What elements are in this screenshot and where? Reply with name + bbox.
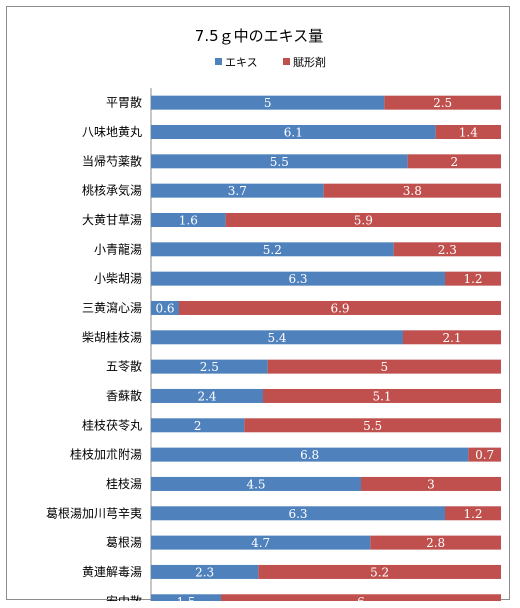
data-label: 5.2 bbox=[263, 243, 282, 257]
bar-excipient bbox=[263, 388, 501, 403]
data-label: 3.7 bbox=[228, 184, 247, 198]
data-label: 4.5 bbox=[246, 477, 265, 491]
category-label: 桂枝湯 bbox=[106, 476, 142, 491]
category-label: 葛根湯加川芎辛夷 bbox=[46, 505, 142, 520]
data-label: 1.6 bbox=[179, 213, 198, 227]
data-label: 6 bbox=[357, 595, 365, 601]
data-label: 5.1 bbox=[372, 389, 391, 403]
bar-extract bbox=[151, 300, 179, 315]
legend: エキス 賦形剤 bbox=[215, 55, 326, 69]
category-label: 桂枝茯苓丸 bbox=[82, 417, 142, 432]
bar-extract bbox=[151, 388, 263, 403]
category-label: 小青龍湯 bbox=[94, 241, 142, 256]
bar-excipient bbox=[361, 476, 501, 491]
data-label: 1.4 bbox=[459, 125, 478, 139]
data-label: 0.6 bbox=[155, 301, 174, 315]
bar-extract bbox=[151, 564, 259, 579]
data-label: 5.5 bbox=[363, 419, 382, 433]
bar-excipient bbox=[244, 418, 502, 433]
bar-excipient bbox=[258, 564, 501, 579]
bar-extract bbox=[151, 476, 361, 491]
data-label: 1.2 bbox=[463, 507, 482, 521]
bar-excipient bbox=[468, 447, 501, 462]
bar-extract bbox=[151, 330, 403, 345]
data-label: 5.9 bbox=[354, 213, 373, 227]
data-label: 6.3 bbox=[288, 272, 307, 286]
bar-extract bbox=[151, 183, 324, 198]
data-label: 2.1 bbox=[442, 331, 461, 345]
category-label: 桃核承気湯 bbox=[82, 183, 142, 198]
data-label: 5.4 bbox=[267, 331, 286, 345]
category-label: 平胃散 bbox=[106, 95, 142, 110]
bar-excipient bbox=[407, 154, 501, 169]
bar-excipient bbox=[403, 330, 501, 345]
data-label: 1.2 bbox=[463, 272, 482, 286]
bar-extract bbox=[151, 418, 245, 433]
bar-excipient bbox=[445, 506, 501, 521]
data-label: 6.8 bbox=[300, 448, 319, 462]
category-label: 葛根湯 bbox=[106, 536, 142, 550]
category-label: 小柴胡湯 bbox=[94, 272, 142, 286]
legend-label-1: エキス bbox=[225, 56, 258, 69]
data-label: 5 bbox=[381, 360, 389, 374]
data-label: 2.4 bbox=[197, 389, 216, 403]
bar-excipient bbox=[323, 183, 501, 198]
bar-excipient bbox=[370, 535, 501, 550]
category-label: 五苓散 bbox=[106, 359, 142, 374]
data-label: 5 bbox=[264, 96, 272, 110]
bar-excipient bbox=[384, 95, 501, 110]
data-label: 6.1 bbox=[284, 125, 303, 139]
data-label: 2.5 bbox=[200, 360, 219, 374]
data-label: 2.5 bbox=[433, 96, 452, 110]
bar-extract bbox=[151, 359, 268, 374]
data-label: 6.9 bbox=[330, 301, 349, 315]
legend-swatch-1 bbox=[215, 58, 222, 65]
category-label: 桂枝加朮附湯 bbox=[70, 447, 142, 462]
bar-extract bbox=[151, 506, 445, 521]
bar-excipient bbox=[225, 212, 501, 227]
chart-svg: 7.5ｇ中のエキス量 エキス 賦形剤 平胃散 5 2.5 八味地黄丸 6.1 1.4 当帰芍薬… bbox=[46, 27, 502, 601]
bar-excipient bbox=[445, 271, 501, 286]
category-label: 黄連解毒湯 bbox=[82, 565, 142, 579]
bar-excipient bbox=[221, 594, 501, 601]
category-label: 柴胡桂枝湯 bbox=[82, 329, 142, 344]
category-label: 三黄瀉心湯 bbox=[82, 300, 142, 315]
category-label: 当帰芍薬散 bbox=[82, 153, 142, 168]
data-label: 1.5 bbox=[176, 595, 195, 601]
bar-extract bbox=[151, 242, 394, 257]
bar-extract bbox=[151, 271, 445, 286]
legend-swatch-2 bbox=[283, 58, 290, 65]
category-label: 大黄甘草湯 bbox=[82, 213, 142, 227]
data-label: 5.2 bbox=[370, 565, 389, 579]
data-label: 2.3 bbox=[438, 243, 457, 257]
bar-excipient bbox=[393, 242, 501, 257]
bar-excipient bbox=[179, 300, 501, 315]
bar-excipient bbox=[267, 359, 501, 374]
data-label: 2.8 bbox=[426, 536, 445, 550]
bar-extract bbox=[151, 594, 221, 601]
plot-area: 平胃散 5 2.5 八味地黄丸 6.1 1.4 当帰芍薬散 5.5 2 桃核承気湯 3.7 3.8 大黄… bbox=[46, 88, 502, 601]
bar-extract bbox=[151, 212, 226, 227]
data-label: 2.3 bbox=[195, 565, 214, 579]
data-label: 2 bbox=[194, 419, 202, 433]
data-label: 2 bbox=[451, 155, 459, 169]
data-label: 3.8 bbox=[403, 184, 422, 198]
data-label: 4.7 bbox=[251, 536, 270, 550]
bar-extract bbox=[151, 447, 469, 462]
bar-extract bbox=[151, 535, 371, 550]
category-label: 香蘇散 bbox=[106, 388, 142, 403]
chart-frame: 7.5ｇ中のエキス量 エキス 賦形剤 平胃散 5 2.5 八味地黄丸 6.1 1.4 当帰芍薬… bbox=[6, 6, 510, 601]
chart-title: 7.5ｇ中のエキス量 bbox=[195, 27, 323, 45]
category-label: 安中散 bbox=[106, 593, 142, 601]
data-label: 5.5 bbox=[270, 155, 289, 169]
data-label: 0.7 bbox=[475, 448, 494, 462]
data-label: 6.3 bbox=[288, 507, 307, 521]
bar-extract bbox=[151, 95, 385, 110]
legend-label-2: 賦形剤 bbox=[293, 55, 326, 69]
data-label: 3 bbox=[427, 477, 435, 491]
bar-extract bbox=[151, 154, 408, 169]
bar-extract bbox=[151, 124, 436, 139]
bar-excipient bbox=[435, 124, 501, 139]
category-label: 八味地黄丸 bbox=[82, 125, 142, 139]
